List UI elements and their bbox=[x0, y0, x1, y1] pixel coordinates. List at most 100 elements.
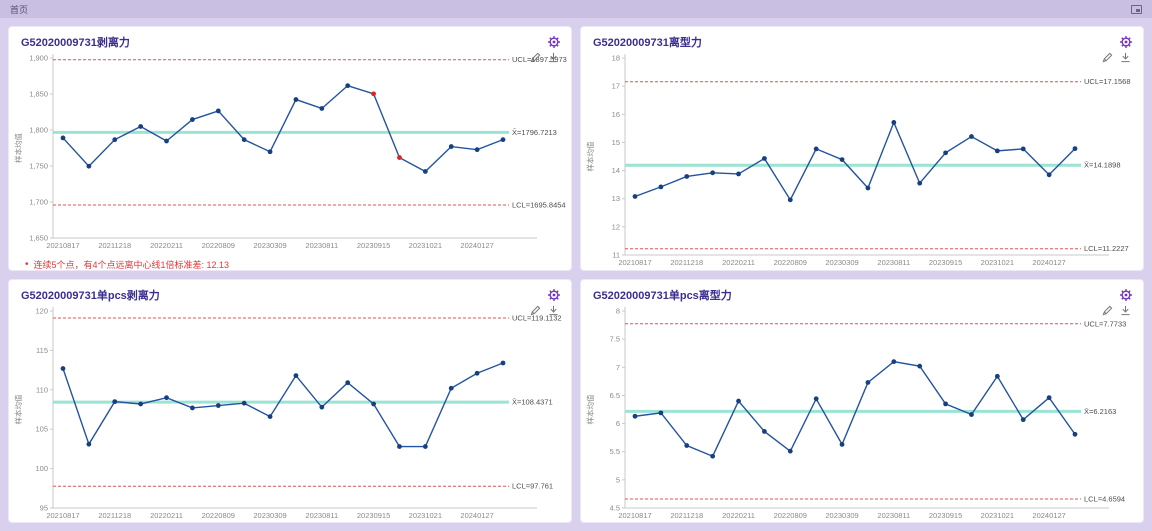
svg-text:20230309: 20230309 bbox=[253, 241, 286, 250]
control-chart: 1,650 1,700 1,750 1,800 1,850 1,900 样本均值 202108… bbox=[13, 54, 567, 251]
svg-text:20220809: 20220809 bbox=[202, 241, 235, 250]
svg-text:12: 12 bbox=[612, 222, 620, 231]
svg-text:20240127: 20240127 bbox=[1032, 511, 1065, 520]
svg-text:20230915: 20230915 bbox=[929, 258, 962, 267]
svg-text:120: 120 bbox=[35, 306, 48, 315]
svg-text:LCL=4.6594: LCL=4.6594 bbox=[1084, 494, 1125, 503]
svg-text:16: 16 bbox=[612, 110, 620, 119]
svg-text:8: 8 bbox=[616, 306, 620, 315]
gear-icon[interactable] bbox=[547, 288, 561, 302]
svg-text:样本均值: 样本均值 bbox=[13, 133, 23, 163]
svg-text:样本均值: 样本均值 bbox=[13, 394, 23, 424]
svg-text:20220809: 20220809 bbox=[774, 258, 807, 267]
svg-text:20220211: 20220211 bbox=[722, 258, 755, 267]
edit-icon[interactable] bbox=[530, 305, 541, 316]
svg-text:X̄=108.4371: X̄=108.4371 bbox=[512, 397, 553, 406]
svg-text:20230915: 20230915 bbox=[357, 241, 390, 250]
dashboard-grid: G52020009731剥离力 1,650 1,700 1,750 1,800 1,85… bbox=[0, 18, 1152, 531]
svg-text:20211218: 20211218 bbox=[98, 241, 131, 250]
svg-text:UCL=17.1568: UCL=17.1568 bbox=[1084, 77, 1131, 86]
svg-text:LCL=11.2227: LCL=11.2227 bbox=[1084, 244, 1129, 253]
svg-text:LCL=97.761: LCL=97.761 bbox=[512, 481, 553, 490]
gear-icon[interactable] bbox=[1119, 288, 1133, 302]
topbar: 首页 bbox=[0, 0, 1152, 18]
svg-text:UCL=7.7733: UCL=7.7733 bbox=[1084, 319, 1126, 328]
chart-card-release-force: G52020009731离型力 11 12 13 14 15 16 17 18 样本均值 2021… bbox=[580, 26, 1144, 271]
svg-text:UCL=119.1132: UCL=119.1132 bbox=[512, 313, 562, 322]
download-icon[interactable] bbox=[1120, 305, 1131, 316]
svg-text:20211218: 20211218 bbox=[670, 511, 703, 520]
edit-icon[interactable] bbox=[530, 52, 541, 63]
svg-text:1,700: 1,700 bbox=[29, 198, 48, 207]
svg-text:X̄=6.2163: X̄=6.2163 bbox=[1084, 406, 1116, 415]
svg-text:20230309: 20230309 bbox=[825, 258, 858, 267]
edit-icon[interactable] bbox=[1102, 52, 1113, 63]
rule-violation-message: • 连续5个点，有4个点远离中心线1倍标准差: 12.13 bbox=[9, 258, 571, 270]
svg-text:4.5: 4.5 bbox=[610, 503, 620, 512]
fullscreen-icon[interactable] bbox=[1131, 4, 1142, 14]
svg-text:20210817: 20210817 bbox=[46, 241, 79, 250]
svg-text:20211218: 20211218 bbox=[670, 258, 703, 267]
svg-text:95: 95 bbox=[40, 503, 48, 512]
svg-text:17: 17 bbox=[612, 82, 620, 91]
svg-text:110: 110 bbox=[36, 385, 48, 394]
svg-text:20240127: 20240127 bbox=[1032, 258, 1065, 267]
rule-violation-text: 连续5个点，有4个点远离中心线1倍标准差: 12.13 bbox=[33, 260, 230, 270]
chart-title: G52020009731单pcs离型力 bbox=[593, 289, 732, 302]
download-icon[interactable] bbox=[548, 305, 559, 316]
svg-text:20210817: 20210817 bbox=[618, 258, 651, 267]
alert-bullet-icon: • bbox=[25, 258, 29, 270]
chart-title: G52020009731剥离力 bbox=[21, 37, 130, 49]
svg-text:20240127: 20240127 bbox=[460, 241, 493, 250]
svg-text:14: 14 bbox=[612, 166, 620, 175]
svg-text:20210817: 20210817 bbox=[46, 511, 79, 520]
svg-text:20220809: 20220809 bbox=[202, 511, 235, 520]
svg-text:18: 18 bbox=[612, 54, 620, 63]
card-header: G52020009731剥离力 bbox=[9, 27, 571, 50]
gear-icon[interactable] bbox=[1119, 35, 1133, 49]
svg-text:20211218: 20211218 bbox=[98, 511, 131, 520]
svg-text:20240127: 20240127 bbox=[460, 511, 493, 520]
svg-text:20231021: 20231021 bbox=[409, 511, 442, 520]
chart-title: G52020009731单pcs剥离力 bbox=[21, 289, 160, 302]
edit-icon[interactable] bbox=[1102, 305, 1113, 316]
svg-text:7.5: 7.5 bbox=[610, 334, 620, 343]
svg-text:1,650: 1,650 bbox=[29, 234, 48, 243]
svg-text:20230811: 20230811 bbox=[305, 511, 338, 520]
svg-text:20230309: 20230309 bbox=[253, 511, 286, 520]
breadcrumb[interactable]: 首页 bbox=[10, 4, 29, 15]
svg-text:样本均值: 样本均值 bbox=[585, 394, 595, 424]
svg-text:1,750: 1,750 bbox=[29, 162, 48, 171]
svg-text:100: 100 bbox=[35, 464, 48, 473]
svg-text:1,900: 1,900 bbox=[29, 54, 48, 63]
control-chart: 95 100 105 110 115 120 样本均值 20210817 20211218 202… bbox=[13, 306, 562, 520]
svg-text:20231021: 20231021 bbox=[981, 258, 1014, 267]
svg-text:20220809: 20220809 bbox=[774, 511, 807, 520]
control-chart: 11 12 13 14 15 16 17 18 样本均值 20210817 20211218 2022… bbox=[585, 54, 1131, 268]
svg-text:6: 6 bbox=[616, 419, 620, 428]
svg-text:15: 15 bbox=[612, 138, 620, 147]
svg-text:5.5: 5.5 bbox=[610, 447, 620, 456]
chart-area: 4.5 5 5.5 6 6.5 7 7.5 8 样本均值 20210817 20211218 2022… bbox=[583, 303, 1141, 523]
card-header: G52020009731单pcs剥离力 bbox=[9, 280, 571, 303]
chart-card-peel-force: G52020009731剥离力 1,650 1,700 1,750 1,800 1,85… bbox=[8, 26, 572, 271]
svg-text:20230915: 20230915 bbox=[357, 511, 390, 520]
download-icon[interactable] bbox=[548, 52, 559, 63]
svg-text:20230811: 20230811 bbox=[877, 258, 910, 267]
card-header: G52020009731离型力 bbox=[581, 27, 1143, 50]
svg-text:115: 115 bbox=[36, 345, 48, 354]
svg-text:LCL=1695.8454: LCL=1695.8454 bbox=[512, 200, 566, 209]
svg-text:7: 7 bbox=[616, 362, 620, 371]
chart-area: 11 12 13 14 15 16 17 18 样本均值 20210817 20211218 2022… bbox=[583, 50, 1141, 270]
download-icon[interactable] bbox=[1120, 52, 1131, 63]
svg-text:X̄=14.1898: X̄=14.1898 bbox=[1084, 161, 1121, 170]
card-header: G52020009731单pcs离型力 bbox=[581, 280, 1143, 303]
svg-text:13: 13 bbox=[612, 194, 620, 203]
svg-text:105: 105 bbox=[35, 424, 48, 433]
gear-icon[interactable] bbox=[547, 35, 561, 49]
svg-text:X̄=1796.7213: X̄=1796.7213 bbox=[512, 128, 557, 137]
chart-area: 1,650 1,700 1,750 1,800 1,850 1,900 样本均值 202108… bbox=[11, 50, 569, 258]
svg-text:UCL=1897.5973: UCL=1897.5973 bbox=[512, 55, 567, 64]
svg-text:20230811: 20230811 bbox=[877, 511, 910, 520]
svg-text:5: 5 bbox=[616, 475, 620, 484]
